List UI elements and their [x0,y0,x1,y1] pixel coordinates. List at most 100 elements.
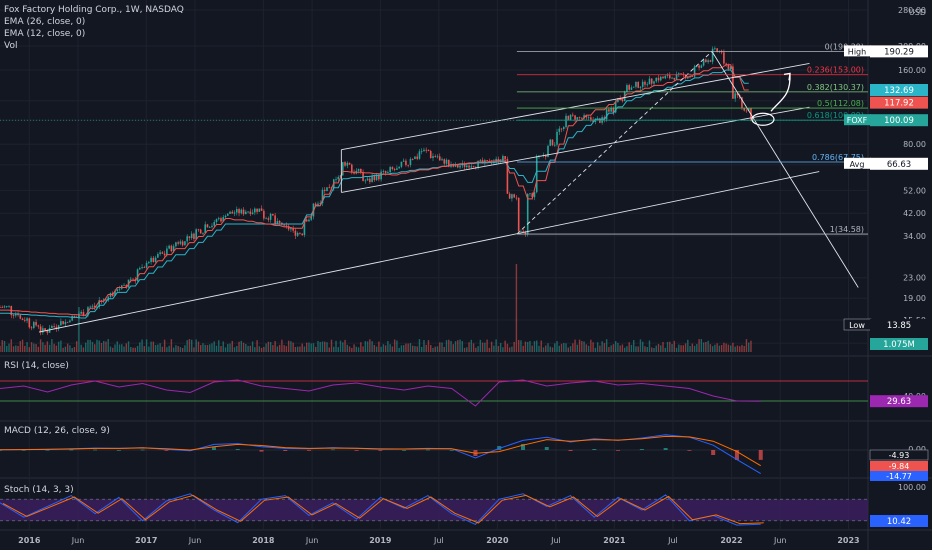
volume-bar [157,344,159,352]
volume-bar [116,341,118,352]
candle-body [443,159,446,164]
volume-bar [590,339,592,352]
volume-bar [380,346,382,352]
y-tick-label: 80.00 [903,140,926,149]
volume-bar [481,342,484,352]
candle-body [323,189,326,192]
candle-body [208,227,211,228]
volume-bar [30,342,33,352]
candle-body [152,257,155,263]
candle-body [684,74,687,79]
candle-body [317,203,319,207]
candle-body [287,226,290,230]
volume-bar [596,342,599,352]
volume-bar [655,345,657,352]
candle-body [26,318,28,321]
candle-body [653,81,655,84]
volume-bar [691,343,694,352]
candle-body [741,97,743,108]
volume-bar [716,343,718,352]
candle-body [213,222,216,226]
candle-body [414,156,416,160]
time-axis[interactable]: 2016 Jun 2017 Jun 2018 Jun 2019 Jul 2020 Jul 2021 J… [18,536,860,545]
volume-bar [285,346,288,352]
candle-body [206,224,209,228]
macd-pane[interactable]: 0.00-4.93 -9.84-14.77 [0,434,929,481]
candle-body [319,203,322,204]
candle-body [535,156,538,193]
volume-bar [278,344,281,352]
candle-body [398,166,400,169]
macd-histogram-bar [116,450,121,451]
candle-body [425,149,428,151]
candle-body [222,217,225,222]
candle-body [204,224,207,234]
volume-bar [547,343,549,352]
candle-body [384,171,387,173]
candle-body [21,318,24,320]
candle-body [89,306,92,308]
y-tick-label: 42.00 [903,209,926,218]
volume-bar [75,341,78,352]
rsi-line [0,379,761,407]
candle-body [396,168,398,170]
candle-body [382,171,385,172]
stoch-pane-title[interactable]: Stoch (14, 3, 3) [4,485,74,495]
candle-body [486,160,488,161]
volume-bar [89,339,91,352]
candle-body [592,119,594,122]
volume-bar [619,345,621,352]
candle-body [553,144,556,146]
volume-bar [461,341,464,352]
indicator-legend-ema26[interactable]: EMA (26, close, 0) [4,17,86,27]
candle-body [466,165,468,168]
volume-bar [330,339,333,352]
volume-bar [335,340,337,352]
macd-histogram-bar [307,450,312,451]
candle-body [12,315,15,316]
candle-body [46,330,49,333]
candle-body [470,166,473,168]
volume-bar [175,345,177,352]
volume-bar [143,346,146,352]
macd-histogram-bar [449,450,454,451]
candle-body [348,162,351,165]
volume-bar [229,343,231,352]
volume-bar [326,342,328,352]
indicator-legend-volume[interactable]: Vol [4,41,18,51]
candle-body [123,284,125,286]
highlight-circle [751,112,775,126]
volume-bar [44,344,46,352]
rsi-pane-title[interactable]: RSI (14, close) [4,361,69,371]
y-tick-label: 52.00 [903,186,926,195]
candle-body [145,262,148,268]
macd-histogram-bar [687,450,692,451]
volume-bar [96,339,98,352]
volume-bar [605,339,608,352]
candle-body [193,233,195,240]
candle-body [148,262,150,263]
stoch-d-line [2,494,764,525]
rsi-pane[interactable]: 40.0029.63 [0,379,928,408]
stoch-pane[interactable]: 100.00 10.42 [0,483,928,527]
volume-bar [393,339,396,352]
price-pane[interactable]: 0(190.29)0.236(153.00)0.382(130.37)0.5(1… [0,42,868,352]
volume-bar [87,339,89,352]
volume-bar [382,344,385,352]
candle-body [668,75,671,79]
price-axis[interactable]: 280.00200.00160.00120.00100.0080.0066.00… [843,6,928,350]
candle-body [260,208,263,211]
volume-bar [675,347,678,352]
volume-bar [651,347,653,352]
candle-body [53,325,55,327]
price-badge-value: 66.63 [887,160,911,170]
candle-body [565,115,567,128]
candle-body [154,257,157,263]
price-badge [870,96,928,109]
macd-pane-title[interactable]: MACD (12, 26, close, 9) [4,426,110,436]
indicator-legend-ema12[interactable]: EMA (12, close, 0) [4,29,86,39]
candle-body [610,108,612,112]
fib-level-label: 0.5(112.08) [817,99,864,108]
candle-body [732,66,734,99]
